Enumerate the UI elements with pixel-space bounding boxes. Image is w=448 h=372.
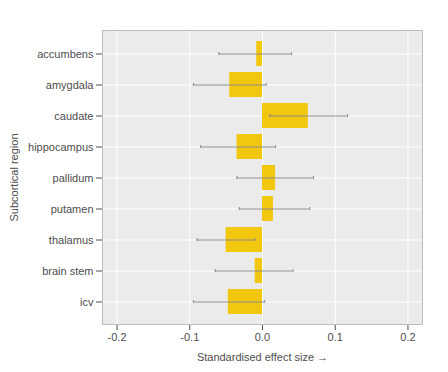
svg-text:caudate: caudate: [54, 110, 93, 122]
svg-text:icv: icv: [80, 296, 94, 308]
svg-text:brain stem: brain stem: [42, 265, 93, 277]
svg-text:0.0: 0.0: [255, 331, 270, 343]
svg-text:pallidum: pallidum: [53, 172, 94, 184]
svg-text:0.2: 0.2: [400, 331, 415, 343]
svg-text:amygdala: amygdala: [46, 79, 95, 91]
svg-text:Subcortical region: Subcortical region: [8, 133, 20, 221]
svg-text:accumbens: accumbens: [37, 48, 94, 60]
svg-text:0.1: 0.1: [328, 331, 343, 343]
svg-text:-0.1: -0.1: [180, 331, 199, 343]
svg-text:hippocampus: hippocampus: [28, 141, 94, 153]
svg-text:-0.2: -0.2: [108, 331, 127, 343]
svg-text:thalamus: thalamus: [49, 234, 94, 246]
svg-text:putamen: putamen: [51, 203, 94, 215]
svg-text:Standardised effect size →: Standardised effect size →: [197, 351, 328, 363]
